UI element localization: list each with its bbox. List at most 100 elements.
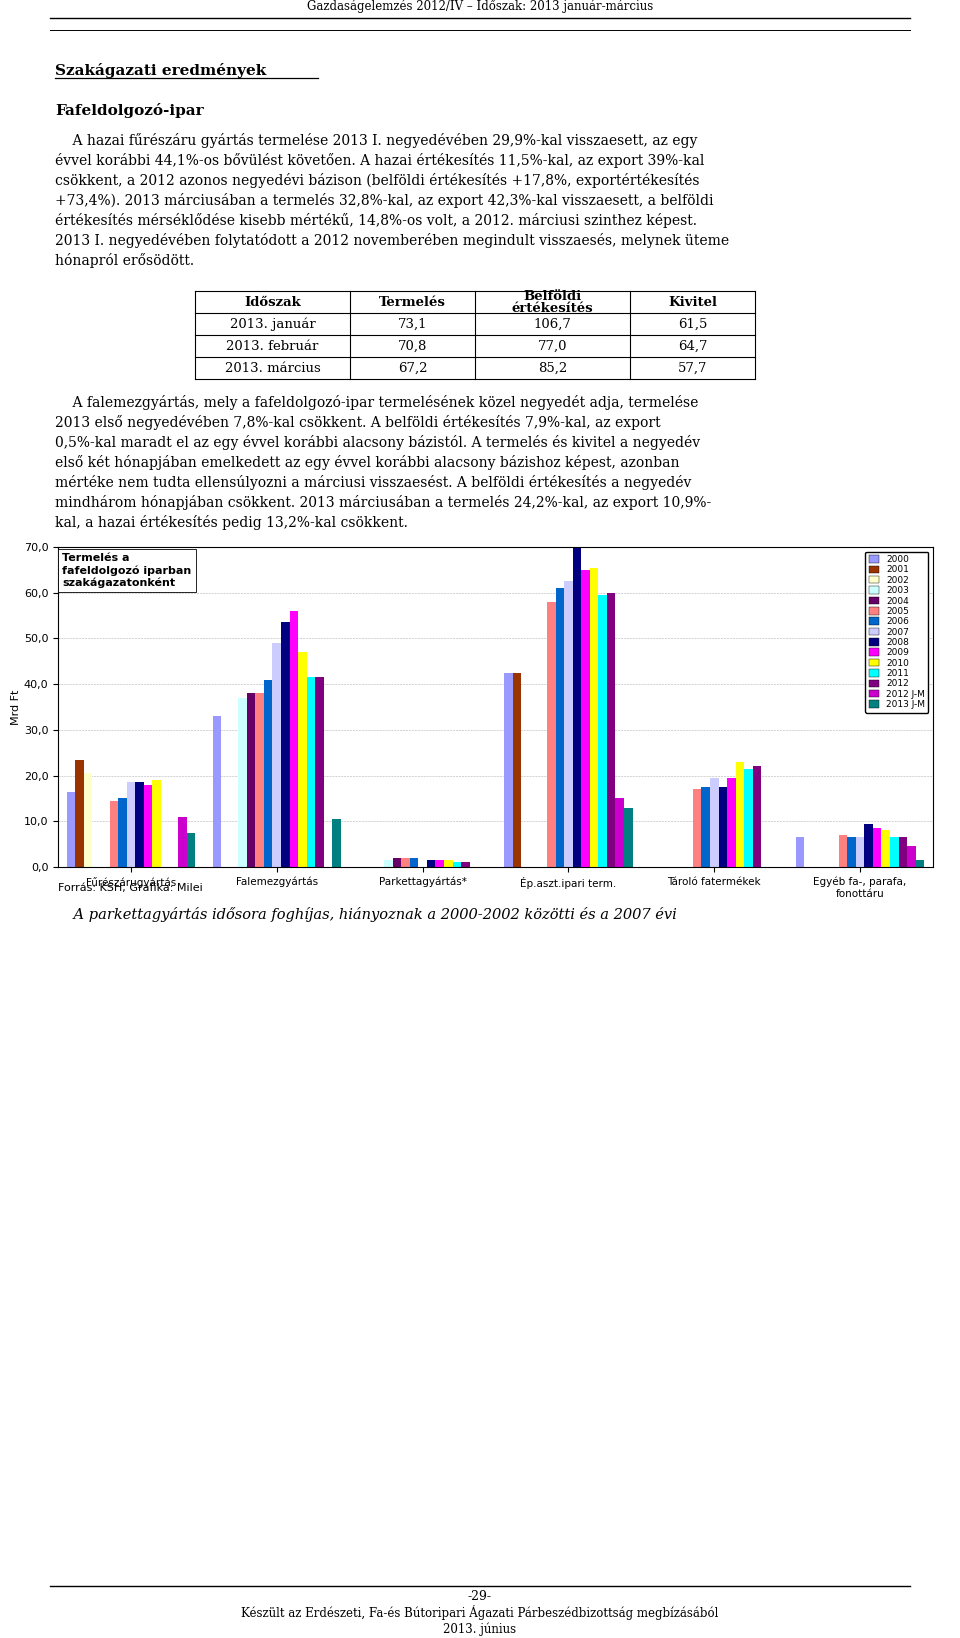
Bar [452, 863, 461, 867]
Bar [84, 773, 92, 867]
Bar [556, 588, 564, 867]
Text: első két hónapjában emelkedett az egy évvel korábbi alacsony bázishoz képest, az: első két hónapjában emelkedett az egy év… [55, 455, 680, 470]
Bar [410, 858, 419, 867]
Text: értékesítés mérséklődése kisebb mértékű, 14,8%-os volt, a 2012. márciusi szinthe: értékesítés mérséklődése kisebb mértékű,… [55, 213, 697, 228]
Bar [212, 716, 221, 867]
Bar [735, 762, 744, 867]
Bar [589, 568, 598, 867]
Bar [564, 581, 573, 867]
Bar [315, 676, 324, 867]
Text: 106,7: 106,7 [534, 318, 571, 331]
Bar [281, 622, 290, 867]
Text: +73,4%). 2013 márciusában a termelés 32,8%-kal, az export 42,3%-kal visszaesett,: +73,4%). 2013 márciusában a termelés 32,… [55, 193, 713, 208]
Bar [264, 680, 273, 867]
Bar [144, 785, 153, 867]
Bar [127, 783, 135, 867]
Text: Szakágazati eredmények: Szakágazati eredmények [55, 62, 266, 79]
Text: 2013 I. negyedévében folytatódott a 2012 novemberében megindult visszaesés, mely: 2013 I. negyedévében folytatódott a 2012… [55, 233, 730, 247]
Text: 85,2: 85,2 [538, 362, 567, 375]
Text: 2013. január: 2013. január [229, 318, 316, 331]
Text: Belföldi: Belföldi [523, 290, 582, 303]
Text: 64,7: 64,7 [678, 339, 708, 352]
Bar [290, 611, 299, 867]
Bar [255, 693, 264, 867]
Bar [67, 791, 75, 867]
Text: 2013. február: 2013. február [227, 339, 319, 352]
Bar [573, 547, 581, 867]
Bar [393, 858, 401, 867]
Text: Termelés a
fafeldolgozó iparban
szakágazatonként: Termelés a fafeldolgozó iparban szakágaz… [62, 554, 192, 588]
Bar [178, 817, 186, 867]
Bar [427, 860, 436, 867]
Bar [118, 798, 127, 867]
Text: mindhárom hónapjában csökkent. 2013 márciusában a termelés 24,2%-kal, az export : mindhárom hónapjában csökkent. 2013 márc… [55, 495, 711, 509]
Bar [581, 570, 589, 867]
Bar [881, 830, 890, 867]
Text: hónapról erősödött.: hónapról erősödött. [55, 252, 194, 269]
Bar [273, 644, 281, 867]
Text: 73,1: 73,1 [397, 318, 427, 331]
Text: 61,5: 61,5 [678, 318, 708, 331]
Bar [718, 786, 727, 867]
Text: kal, a hazai értékesítés pedig 13,2%-kal csökkent.: kal, a hazai értékesítés pedig 13,2%-kal… [55, 514, 408, 531]
Text: 2013 első negyedévében 7,8%-kal csökkent. A belföldi értékesítés 7,9%-kal, az ex: 2013 első negyedévében 7,8%-kal csökkent… [55, 414, 660, 431]
Text: A parkettagyártás idősora foghíjas, hiányoznak a 2000-2002 közötti és a 2007 évi: A parkettagyártás idősora foghíjas, hián… [55, 907, 677, 922]
Text: Forrás: KSH; Grafika: Milei: Forrás: KSH; Grafika: Milei [58, 883, 203, 893]
Text: 2013. március: 2013. március [225, 362, 321, 375]
Text: 57,7: 57,7 [678, 362, 708, 375]
Bar [710, 778, 718, 867]
Text: 77,0: 77,0 [538, 339, 567, 352]
Bar [186, 832, 195, 867]
Bar [332, 819, 341, 867]
Text: évvel korábbi 44,1%-os bővülést követően. A hazai értékesítés 11,5%-kal, az expo: évvel korábbi 44,1%-os bővülést követően… [55, 152, 705, 169]
Bar [744, 768, 753, 867]
Bar [436, 860, 444, 867]
Text: csökkent, a 2012 azonos negyedévi bázison (belföldi értékesítés +17,8%, exportér: csökkent, a 2012 azonos negyedévi báziso… [55, 174, 700, 188]
Bar [864, 824, 873, 867]
Text: Kivitel: Kivitel [668, 295, 717, 308]
Legend: 2000, 2001, 2002, 2003, 2004, 2005, 2006, 2007, 2008, 2009, 2010, 2011, 2012, 20: 2000, 2001, 2002, 2003, 2004, 2005, 2006… [865, 552, 928, 713]
Bar [238, 698, 247, 867]
Bar [444, 860, 452, 867]
Bar [513, 673, 521, 867]
Bar [384, 860, 393, 867]
Bar [75, 760, 84, 867]
Bar [504, 673, 513, 867]
Bar [855, 837, 864, 867]
Text: Időszak: Időszak [244, 295, 300, 308]
Bar [598, 595, 607, 867]
Bar [247, 693, 255, 867]
Text: A hazai fűrészáru gyártás termelése 2013 I. negyedévében 29,9%-kal visszaesett, : A hazai fűrészáru gyártás termelése 2013… [55, 133, 697, 147]
Bar [873, 829, 881, 867]
Bar [299, 652, 306, 867]
Bar [727, 778, 735, 867]
Bar [306, 676, 315, 867]
Bar [693, 790, 702, 867]
Text: 0,5%-kal maradt el az egy évvel korábbi alacsony bázistól. A termelés és kivitel: 0,5%-kal maradt el az egy évvel korábbi … [55, 436, 700, 450]
Bar [607, 593, 615, 867]
Bar [109, 801, 118, 867]
Bar [890, 837, 899, 867]
Text: mértéke nem tudta ellensúlyozni a márciusi visszaesést. A belföldi értékesítés a: mértéke nem tudta ellensúlyozni a márciu… [55, 475, 691, 490]
Bar [848, 837, 855, 867]
Bar [547, 601, 556, 867]
Text: Készült az Erdészeti, Fa-és Bútoripari Ágazati Párbeszédbizottság megbízásából
2: Készült az Erdészeti, Fa-és Bútoripari Á… [241, 1605, 719, 1636]
Bar [899, 837, 907, 867]
Text: Gazdaságelemzés 2012/IV – Időszak: 2013 január-március: Gazdaságelemzés 2012/IV – Időszak: 2013 … [307, 0, 653, 13]
Text: A falemezgyártás, mely a fafeldolgozó-ipar termelésének közel negyedét adja, ter: A falemezgyártás, mely a fafeldolgozó-ip… [55, 395, 698, 410]
Bar [153, 780, 161, 867]
Bar [796, 837, 804, 867]
Bar [401, 858, 410, 867]
Bar [461, 863, 469, 867]
Text: Fafeldolgozó-ipar: Fafeldolgozó-ipar [55, 103, 204, 118]
Bar [615, 798, 624, 867]
Bar [916, 860, 924, 867]
Text: -29-: -29- [468, 1590, 492, 1604]
Text: értékesítés: értékesítés [512, 301, 593, 314]
Bar [624, 808, 633, 867]
Bar [907, 847, 916, 867]
Y-axis label: Mrd Ft: Mrd Ft [11, 690, 21, 724]
Bar [702, 786, 710, 867]
Bar [753, 767, 761, 867]
Text: 70,8: 70,8 [397, 339, 427, 352]
